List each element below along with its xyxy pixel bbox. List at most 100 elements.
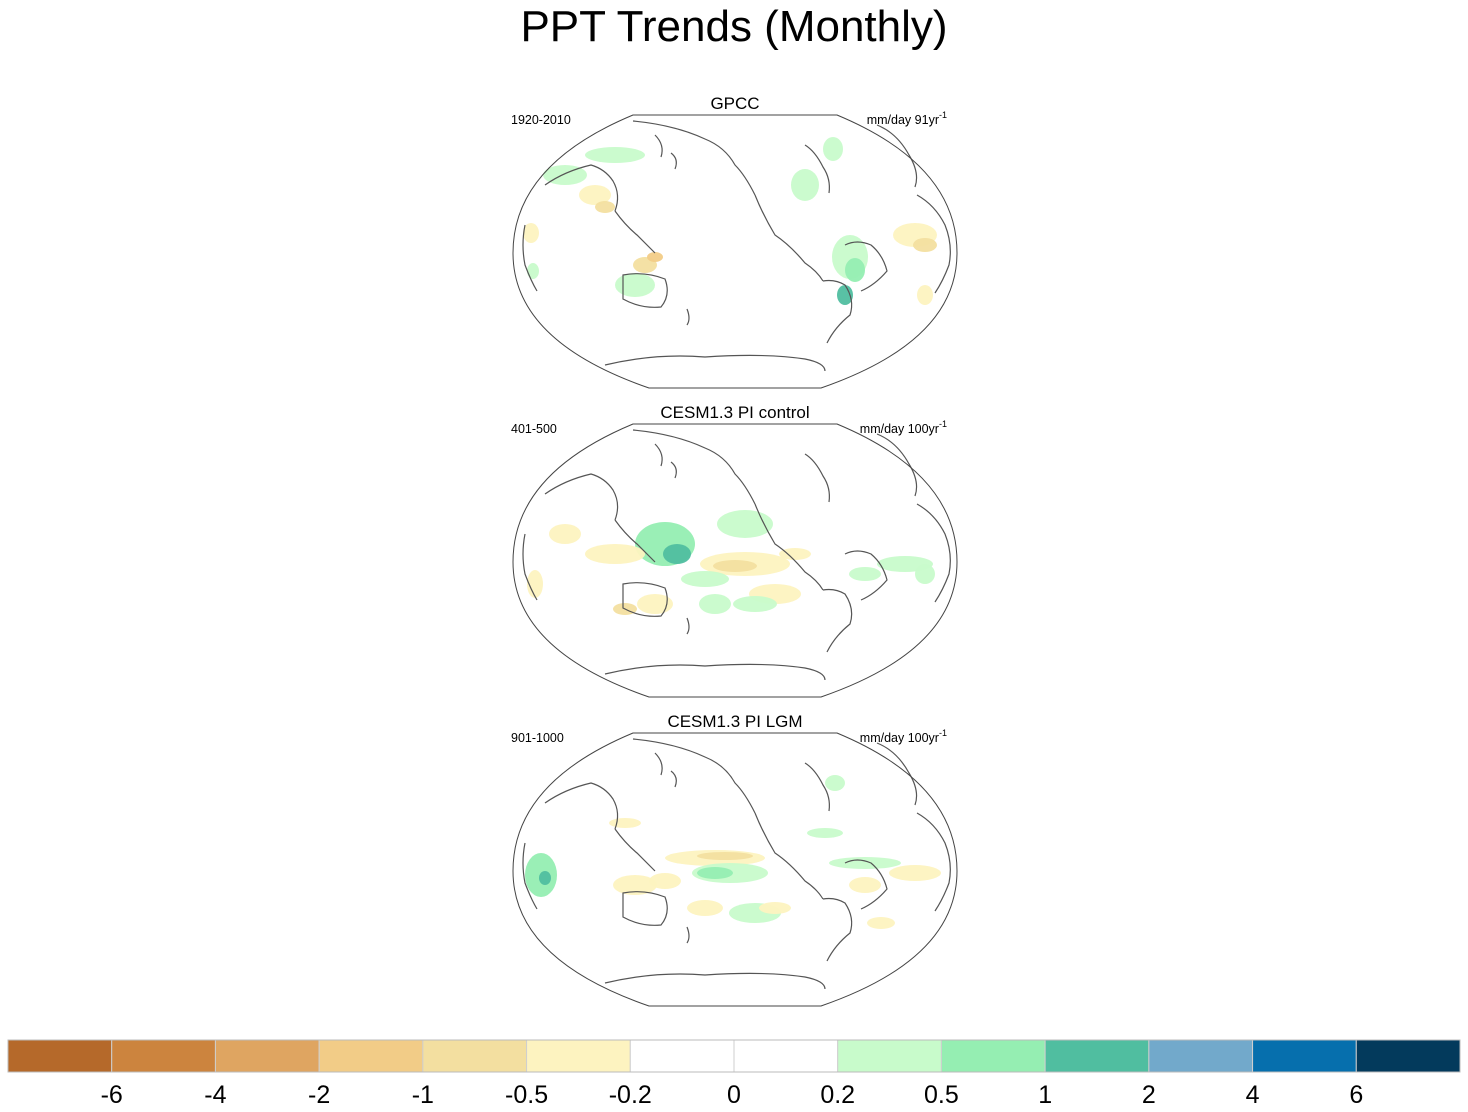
coastline	[844, 859, 888, 910]
colorbar-box	[7, 1039, 113, 1073]
panel-title: GPCC	[710, 94, 760, 113]
coastline	[686, 926, 690, 944]
units-label: mm/day 100yr-1	[859, 728, 947, 746]
period-label: 901-1000	[511, 731, 564, 745]
trend-anomaly-region	[615, 273, 655, 297]
trend-anomaly-region	[543, 165, 587, 185]
coastline	[822, 588, 853, 653]
trend-anomaly-region	[663, 544, 691, 564]
colorbar-box	[733, 1039, 839, 1073]
trend-anomaly-region	[697, 852, 753, 860]
trend-anomaly-region	[889, 865, 941, 881]
colorbar-tick-label: 6	[1349, 1081, 1363, 1109]
coastline	[614, 519, 656, 563]
coastline	[544, 782, 619, 830]
coastline	[622, 582, 668, 617]
trend-anomaly-region	[697, 867, 733, 879]
chart-title: PPT Trends (Monthly)	[520, 2, 948, 51]
coastline	[522, 533, 538, 601]
colorbar-box	[837, 1039, 942, 1073]
coastline	[804, 144, 830, 194]
trend-anomaly-region	[527, 570, 543, 598]
coastline	[876, 742, 918, 806]
coastline	[632, 120, 756, 196]
coastline	[754, 503, 824, 591]
colorbar-frame	[7, 1039, 1461, 1073]
trend-anomaly-region	[687, 900, 723, 916]
panel-title: CESM1.3 PI control	[660, 403, 810, 422]
colorbar-box	[1355, 1039, 1461, 1073]
map-plot-cesm-pi-control	[512, 423, 958, 698]
colorbar-box	[1148, 1039, 1254, 1073]
panel-title: CESM1.3 PI LGM	[667, 712, 803, 731]
map-plot-cesm-pi-lgm	[512, 732, 958, 1007]
colorbar-tick-label: 0.5	[924, 1081, 959, 1109]
trend-anomaly-region	[849, 877, 881, 893]
trend-anomaly-region	[539, 871, 551, 885]
coastline	[522, 842, 538, 910]
coastline	[754, 194, 824, 282]
trend-anomaly-region	[549, 524, 581, 544]
colorbar: -6 -4 -2 -1 -0.5 -0.2 0 0.2 0.5 1 2 4 6	[7, 1039, 1461, 1109]
coastline	[632, 738, 756, 814]
coastline	[614, 828, 656, 872]
trend-anomaly-region	[609, 818, 641, 828]
trend-anomaly-region	[823, 137, 843, 161]
trend-anomaly-region	[585, 147, 645, 163]
trend-anomaly-region	[523, 223, 539, 243]
coastline	[916, 503, 951, 603]
trend-anomaly-region	[595, 201, 615, 213]
map-panel-cesm-pi-control: CESM1.3 PI control 401-500 mm/day 100yr-…	[505, 404, 965, 704]
colorbar-tick-label: -0.2	[609, 1081, 652, 1109]
coastline	[522, 224, 538, 292]
coastline	[822, 279, 853, 344]
trend-anomaly-region	[649, 873, 681, 889]
coastline	[844, 550, 888, 601]
units-label: mm/day 100yr-1	[859, 419, 947, 437]
coastline	[686, 308, 690, 326]
coastline	[544, 473, 619, 521]
colorbar-box	[214, 1039, 320, 1073]
coastline	[604, 972, 826, 990]
trend-anomaly-region	[759, 902, 791, 914]
coastline	[686, 617, 690, 635]
coastline	[822, 897, 853, 962]
period-label: 1920-2010	[511, 113, 571, 127]
colorbar-box	[526, 1039, 631, 1073]
coastline	[804, 762, 830, 812]
map-panel-gpcc: GPCC 1920-2010 mm/day 91yr-1	[505, 95, 965, 395]
map-panel-cesm-pi-lgm: CESM1.3 PI LGM 901-1000 mm/day 100yr-1	[505, 713, 965, 1013]
trend-anomaly-region	[579, 185, 611, 205]
coastline	[622, 891, 668, 926]
trend-anomaly-region	[917, 285, 933, 305]
trend-anomaly-region	[681, 571, 729, 587]
trend-anomaly-region	[915, 564, 935, 584]
colorbar-box	[629, 1039, 735, 1073]
colorbar-tick-label: -0.5	[505, 1081, 548, 1109]
coastline	[654, 134, 677, 170]
coastline	[916, 194, 951, 294]
colorbar-tick-label: 4	[1246, 1081, 1260, 1109]
colorbar-tick-label: 0.2	[820, 1081, 855, 1109]
colorbar-box	[111, 1039, 216, 1073]
coastline	[876, 124, 918, 188]
trend-anomaly-region	[699, 594, 731, 614]
trend-anomaly-region	[527, 263, 539, 279]
coastline	[544, 164, 619, 212]
colorbar-box	[318, 1039, 424, 1073]
coastline	[876, 433, 918, 497]
trend-anomaly-region	[845, 258, 865, 282]
coastline	[632, 429, 756, 505]
colorbar-tick-label: -6	[101, 1081, 123, 1109]
map-plot-gpcc	[512, 114, 958, 389]
coastline	[614, 210, 656, 254]
colorbar-tick-label: 2	[1142, 1081, 1156, 1109]
trend-anomaly-region	[613, 875, 657, 895]
colorbar-box	[940, 1039, 1046, 1073]
colorbar-tick-label: -1	[412, 1081, 434, 1109]
trend-anomaly-region	[867, 917, 895, 929]
trend-anomaly-region	[807, 828, 843, 838]
trend-anomaly-region	[829, 857, 901, 869]
coastline	[604, 663, 826, 681]
colorbar-box	[422, 1039, 528, 1073]
